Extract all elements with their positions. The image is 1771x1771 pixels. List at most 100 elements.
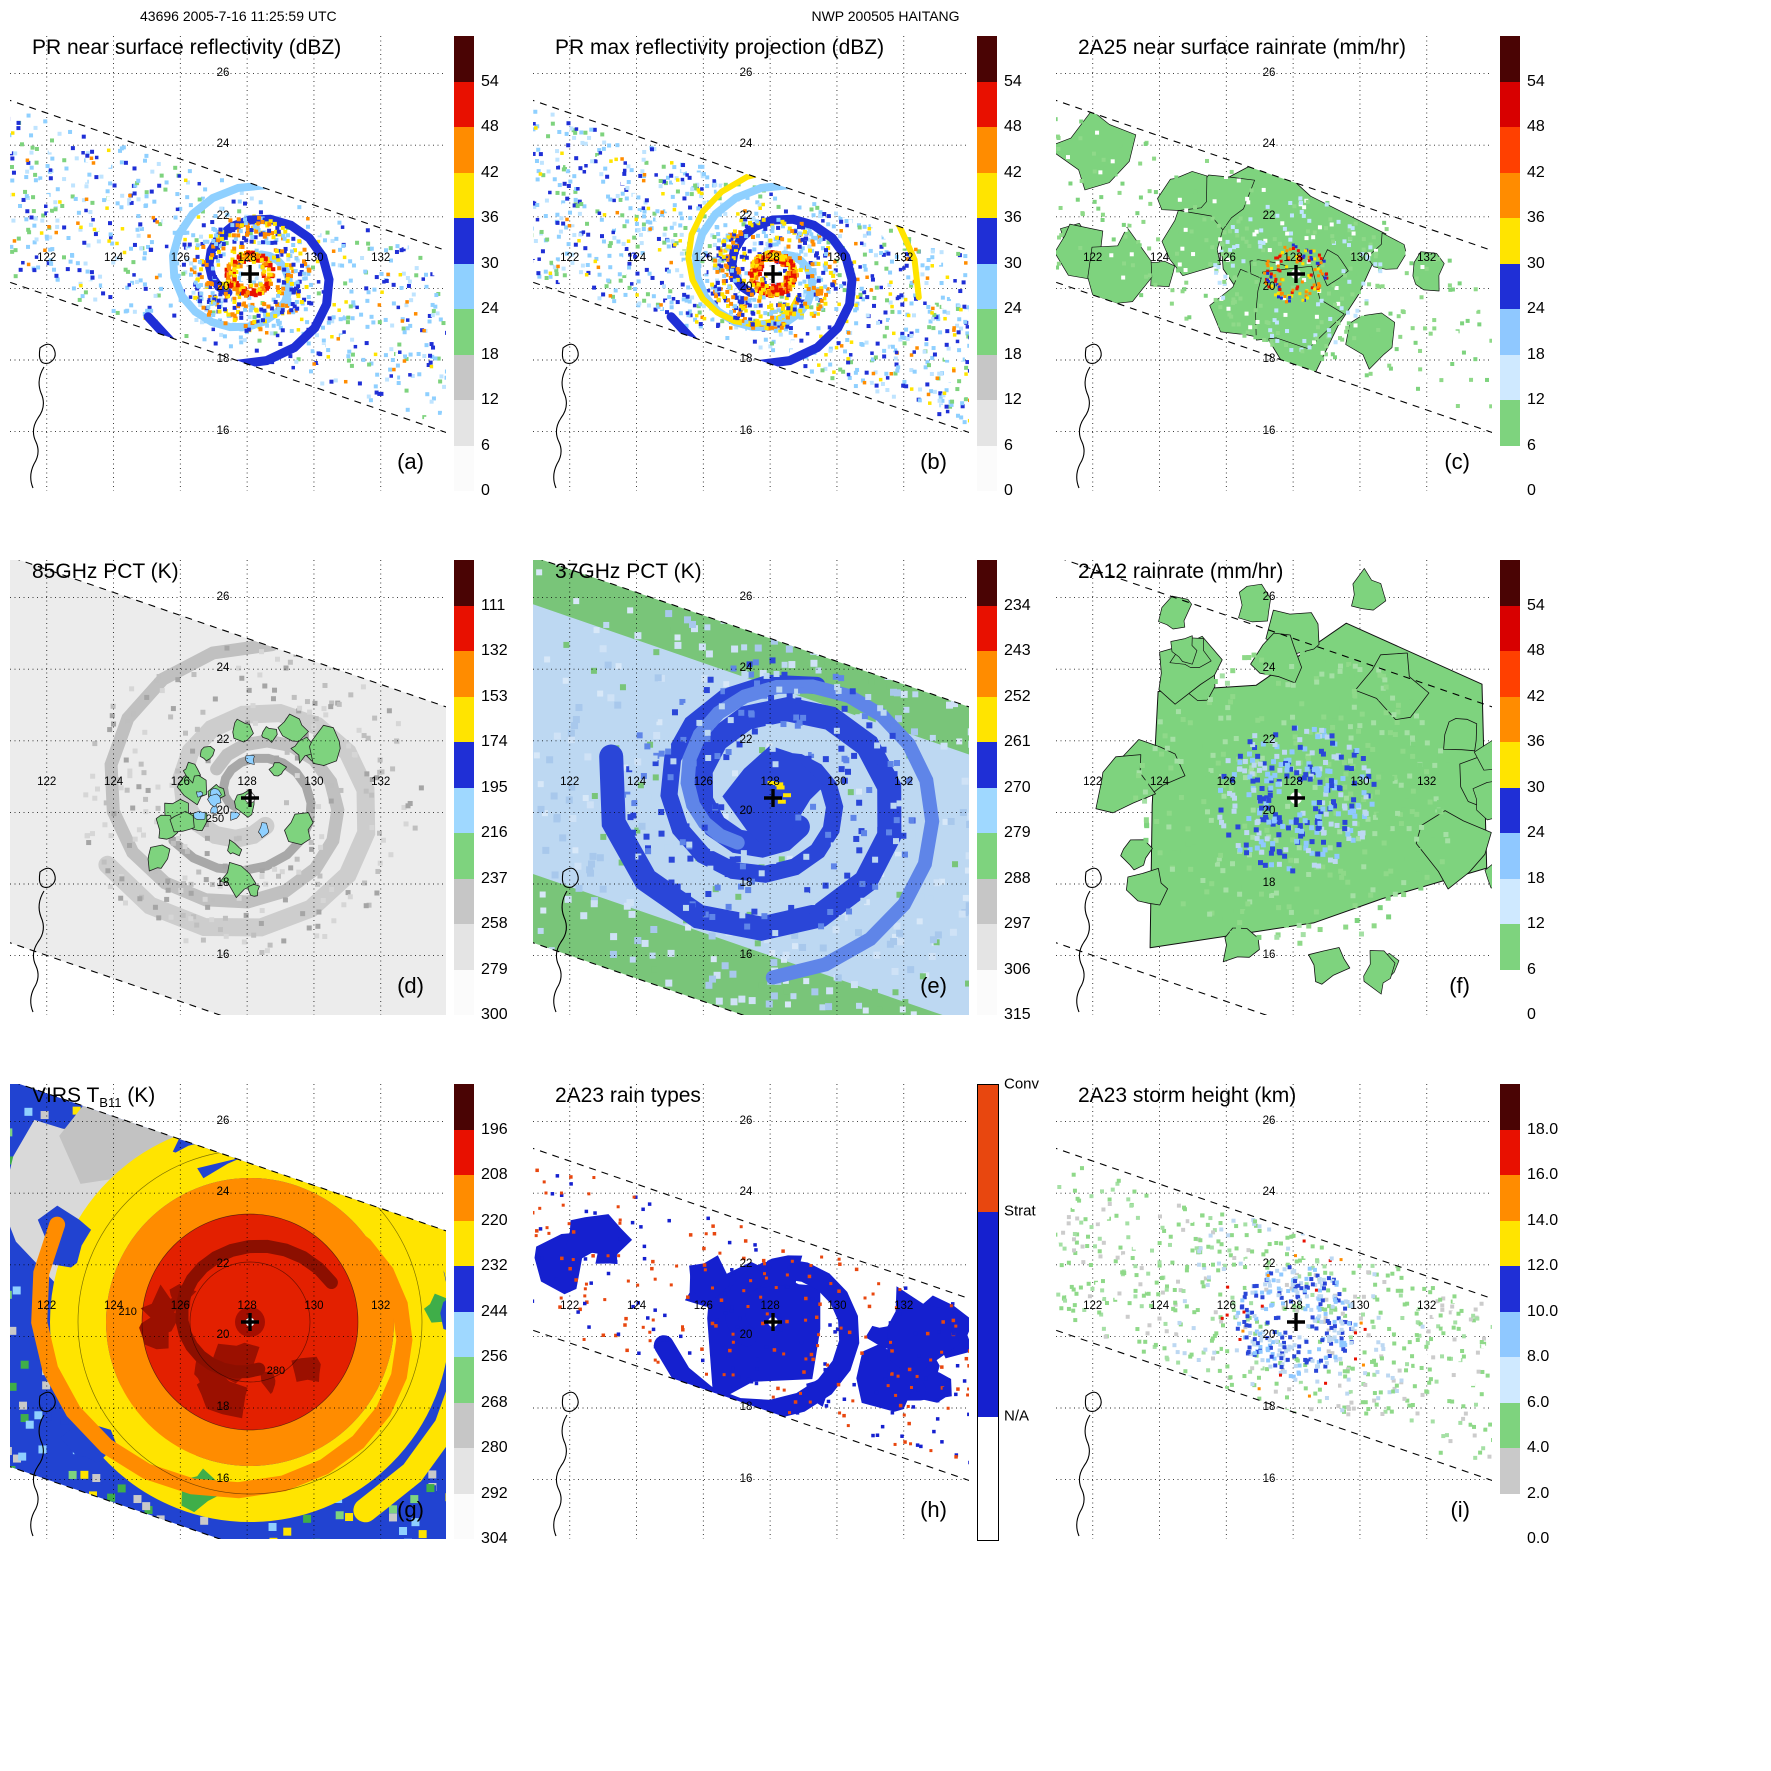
panel-letter: (g) bbox=[397, 1497, 424, 1522]
colorbar-tick-label: 24 bbox=[1004, 300, 1022, 317]
swath-edge-line bbox=[533, 1147, 969, 1300]
colorbar-tick-label: 30 bbox=[481, 254, 499, 272]
title-subscript: B11 bbox=[99, 1095, 122, 1111]
lon-label: 126 bbox=[170, 252, 190, 264]
colorbar-segment bbox=[454, 1357, 474, 1403]
lat-label: 16 bbox=[739, 1472, 753, 1485]
coastline bbox=[553, 890, 568, 1013]
swath-edge-line bbox=[540, 560, 969, 708]
colorbar-segment bbox=[977, 560, 997, 606]
lat-label: 26 bbox=[739, 1114, 753, 1127]
lon-label: 124 bbox=[103, 1300, 124, 1312]
panel-h: 2A23 rain types (h) 122 124 126 128 130 132 26… bbox=[531, 1077, 1054, 1602]
map-plot-c: 2A25 near surface rainrate (mm/hr) (c) 1… bbox=[1056, 36, 1492, 491]
colorbar-segment bbox=[1500, 1129, 1520, 1175]
lon-label: 124 bbox=[1149, 776, 1170, 788]
coastline bbox=[561, 343, 579, 364]
lat-label: 18 bbox=[216, 876, 230, 889]
colorbar-segment bbox=[454, 651, 474, 697]
lon-label: 128 bbox=[237, 776, 257, 788]
coastline bbox=[1084, 1391, 1102, 1412]
title-text: 2A25 near surface rainrate (mm/hr) bbox=[1078, 36, 1406, 59]
colorbar-tick-label: 36 bbox=[1527, 733, 1545, 750]
colorbar-tick-label: 0.0 bbox=[1527, 1530, 1550, 1547]
lon-label: 122 bbox=[1083, 252, 1103, 264]
lat-label: 20 bbox=[1262, 281, 1276, 294]
swath-edge-line bbox=[10, 942, 222, 1015]
lat-label: 22 bbox=[739, 1257, 753, 1270]
colorbar-tick-label: 12 bbox=[1527, 391, 1545, 408]
swath-edge-line bbox=[1056, 942, 1268, 1015]
swath-data bbox=[1095, 568, 1492, 995]
colorbar-segment bbox=[454, 172, 474, 218]
panel-g: VIRS TB11 (K) (g) 122 124 126 128 130 132 26 24… bbox=[8, 1078, 531, 1602]
panel-letter: (a) bbox=[397, 449, 424, 474]
colorbar-bar bbox=[454, 36, 474, 491]
colorbar-bar bbox=[454, 1084, 474, 1539]
lon-label: 124 bbox=[103, 776, 124, 788]
colorbar-segment bbox=[454, 1493, 474, 1539]
panel-title: 2A23 storm height (km) bbox=[1078, 1084, 1296, 1110]
colorbar-segment bbox=[977, 172, 997, 218]
colorbar-segment bbox=[454, 742, 474, 788]
lat-label: 20 bbox=[216, 1329, 230, 1342]
colorbar-segment bbox=[1500, 560, 1520, 606]
lon-label: 130 bbox=[1350, 1300, 1370, 1312]
colorbar-tick-label: 42 bbox=[481, 163, 499, 181]
colorbar-f: 0 6 12 18 24 30 36 42 48 54 bbox=[1500, 560, 1574, 1023]
colorbar-segment bbox=[1500, 81, 1520, 127]
colorbar-tick-label: 30 bbox=[1527, 778, 1545, 796]
lat-label: 24 bbox=[1262, 662, 1276, 675]
colorbar-tick-label: 36 bbox=[1004, 209, 1022, 226]
swath-edge-line bbox=[1056, 99, 1492, 252]
graticule bbox=[10, 1084, 446, 1539]
colorbar-segment bbox=[1500, 605, 1520, 651]
lat-label: 16 bbox=[1262, 948, 1276, 961]
swath-edge-line bbox=[17, 560, 446, 708]
lat-label: 18 bbox=[1262, 876, 1276, 889]
colorbar-tick-label: 288 bbox=[1004, 869, 1031, 887]
colorbar-segment bbox=[454, 696, 474, 742]
lat-label: 18 bbox=[739, 876, 753, 889]
colorbar-segment bbox=[977, 833, 997, 879]
panel-title: 37GHz PCT (K) bbox=[555, 560, 702, 586]
map-plot-i: 2A23 storm height (km) (i) 122 124 126 128 1… bbox=[1056, 1084, 1492, 1539]
lon-label: 128 bbox=[1283, 1300, 1303, 1312]
colorbar-segment bbox=[1500, 787, 1520, 833]
lat-label: 22 bbox=[739, 733, 753, 746]
coastline bbox=[553, 366, 568, 489]
lat-label: 18 bbox=[1262, 352, 1276, 365]
lat-label: 20 bbox=[216, 805, 230, 818]
storm-map-f bbox=[1056, 560, 1492, 1015]
panel-c: 2A25 near surface rainrate (mm/hr) (c) 1… bbox=[1054, 30, 1577, 554]
colorbar-tick-label: 256 bbox=[481, 1348, 508, 1365]
swath-edge-line bbox=[1056, 281, 1492, 434]
colorbar-segment bbox=[977, 400, 997, 446]
lon-label: 130 bbox=[1350, 252, 1370, 264]
colorbar-tick-label: 279 bbox=[1004, 824, 1031, 841]
colorbar-segment bbox=[454, 1266, 474, 1312]
lon-label: 122 bbox=[1083, 1300, 1103, 1312]
lat-label: 24 bbox=[1262, 138, 1276, 151]
colorbar-tick-label: 18 bbox=[1004, 345, 1022, 363]
colorbar-tick-label: 306 bbox=[1004, 960, 1031, 978]
colorbar-segment bbox=[454, 354, 474, 400]
colorbar-tick-label: 54 bbox=[1527, 72, 1545, 90]
colorbar-tick-label: 280 bbox=[481, 1439, 508, 1456]
colorbar-tick-label: 12 bbox=[1527, 915, 1545, 932]
lon-label: 130 bbox=[827, 252, 847, 264]
colorbar-tick-label: 304 bbox=[481, 1530, 508, 1547]
colorbar-tick-label: 0 bbox=[1527, 482, 1536, 499]
colorbar-tick-label: 30 bbox=[1527, 254, 1545, 272]
storm-map-g bbox=[10, 1084, 446, 1539]
colorbar-tick-label: 48 bbox=[1527, 118, 1545, 135]
lon-label: 128 bbox=[760, 252, 780, 264]
lon-label: 132 bbox=[1417, 252, 1437, 264]
lon-label: 126 bbox=[693, 776, 713, 788]
title-text: 2A12 rainrate (mm/hr) bbox=[1078, 560, 1284, 583]
colorbar-i: 0.0 2.0 4.0 6.0 8.0 10.0 12.0 14.0 16.0 18.0 bbox=[1500, 1084, 1574, 1547]
colorbar-tick-label: 18 bbox=[1527, 345, 1545, 363]
panel-b: PR max reflectivity projection (dBZ) (b)… bbox=[531, 30, 1054, 554]
colorbar-segment bbox=[1500, 1175, 1520, 1221]
